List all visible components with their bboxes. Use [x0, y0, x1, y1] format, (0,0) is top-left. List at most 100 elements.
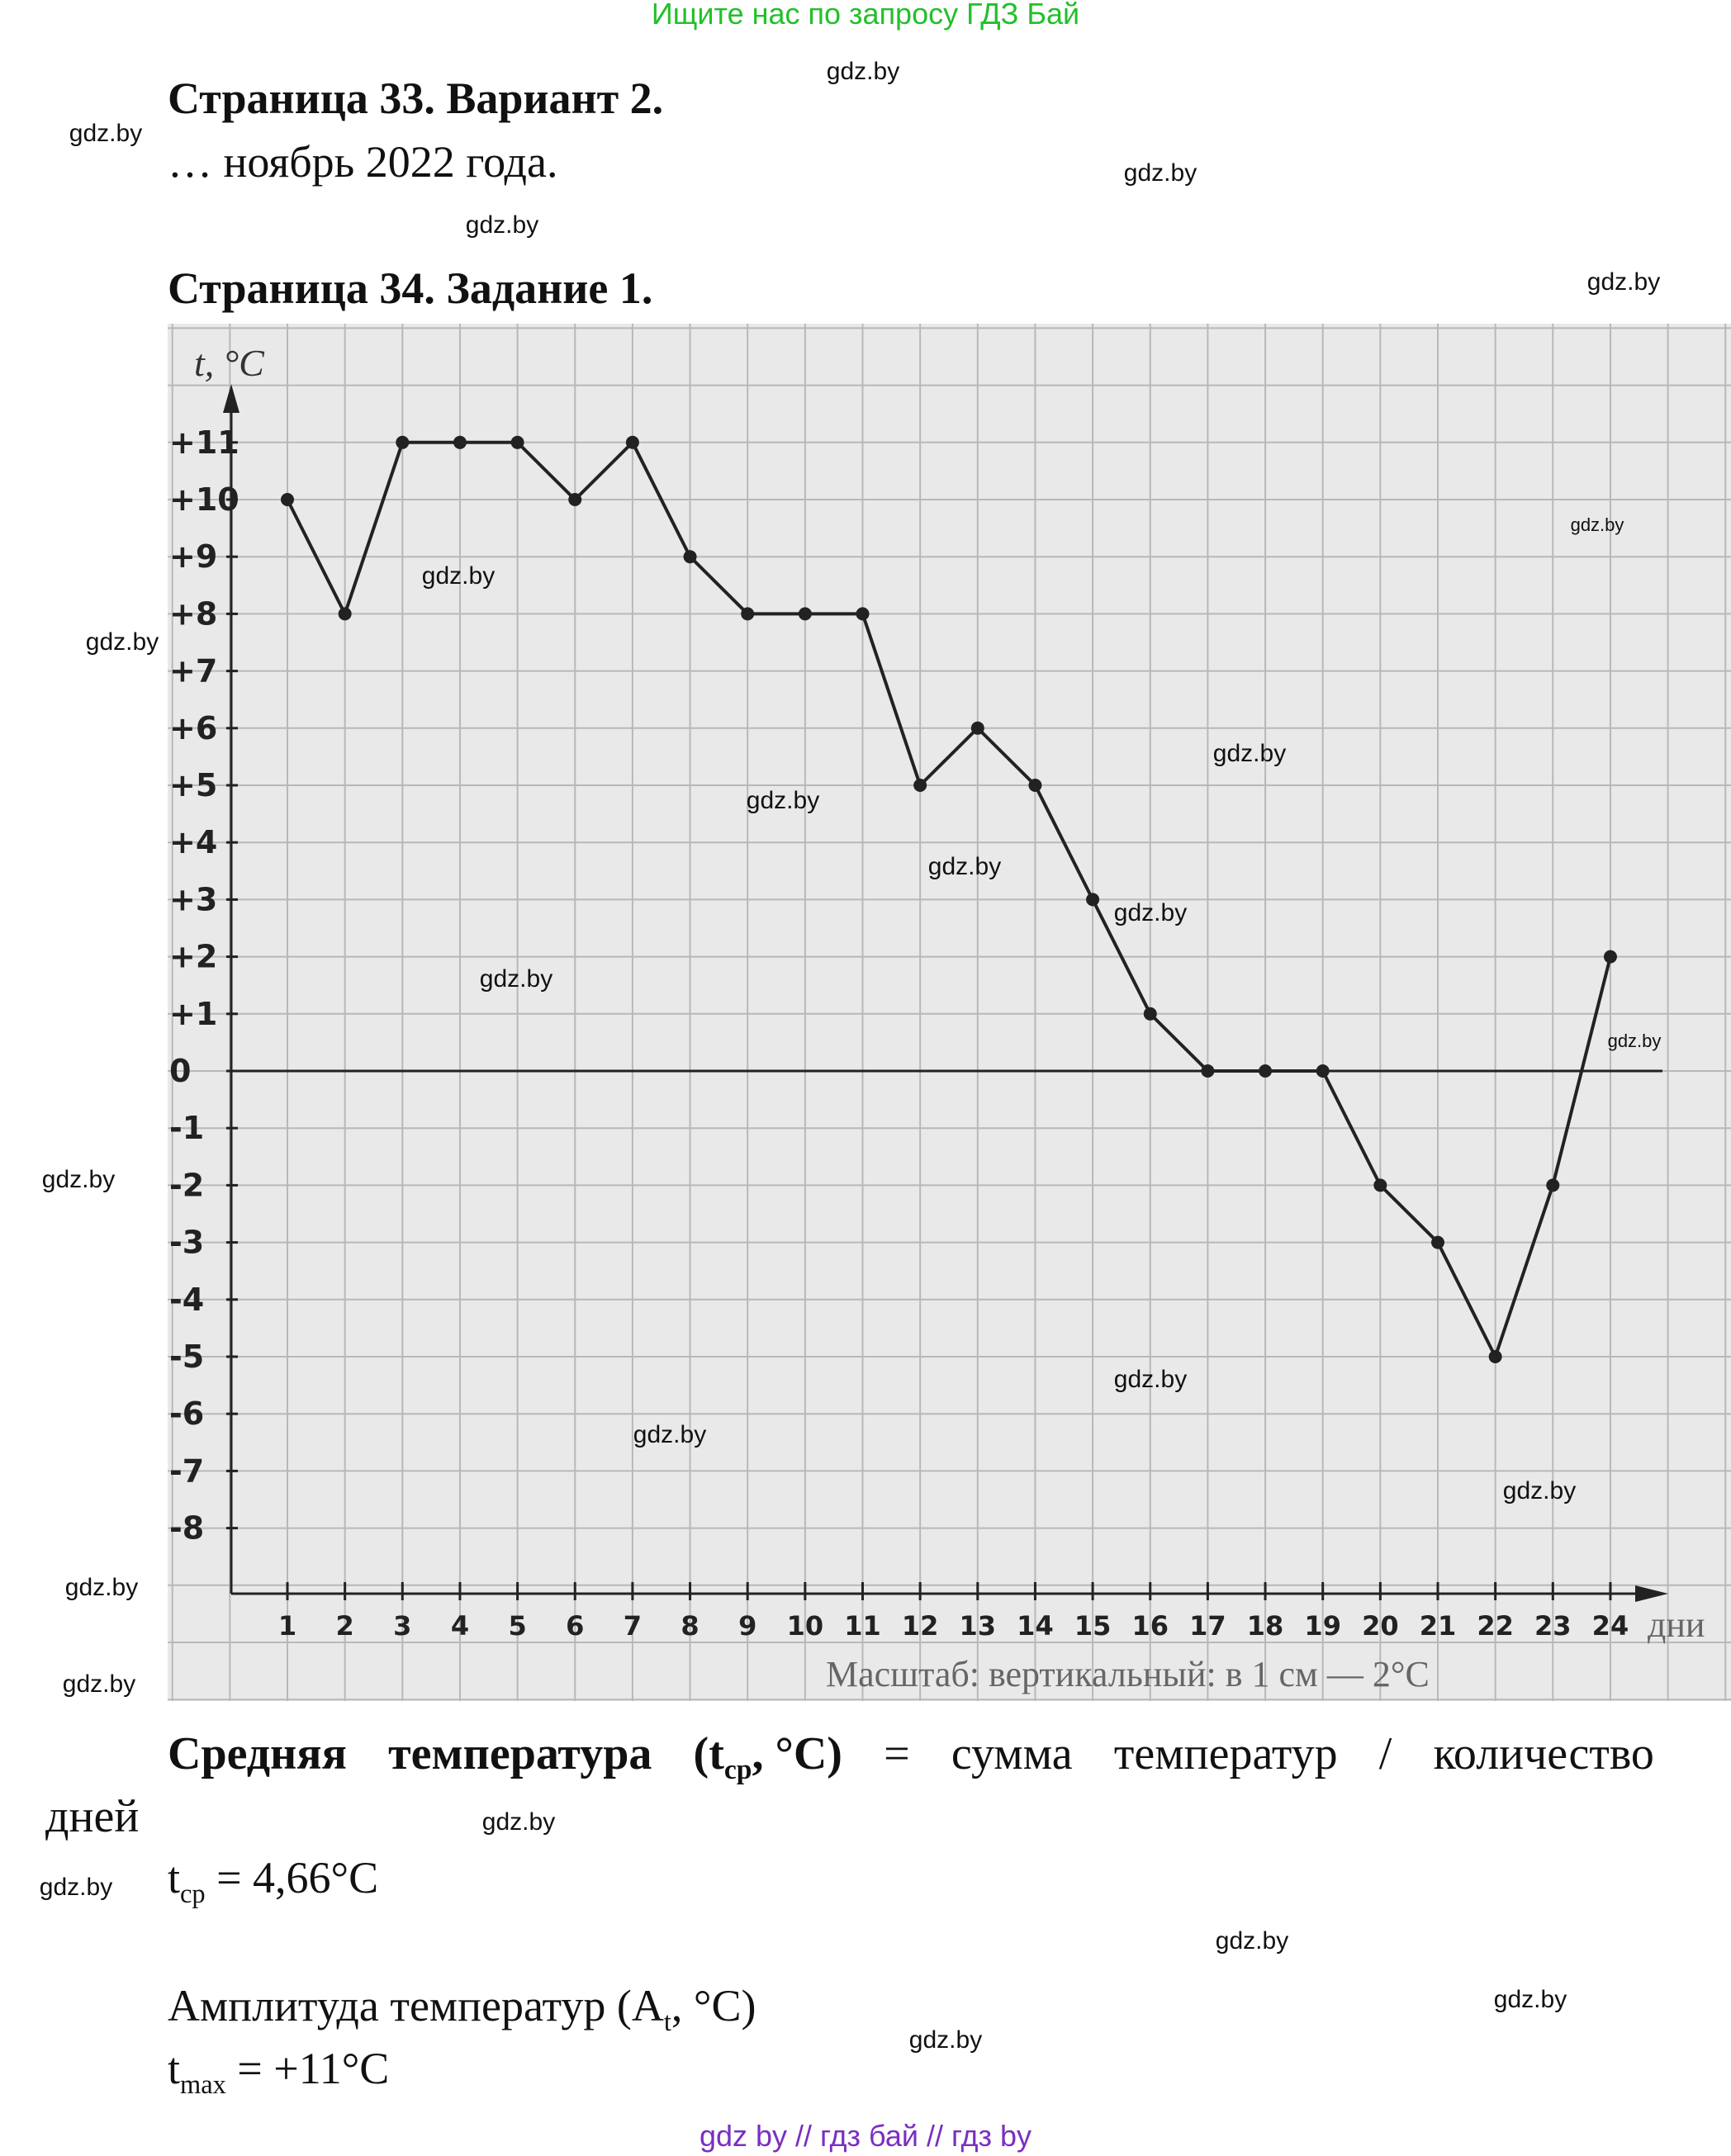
watermark: gdz.by [927, 853, 1002, 880]
x-tick-label: 3 [393, 1610, 411, 1642]
y-tick-label: -2 [169, 1167, 204, 1203]
y-tick-label: +4 [169, 824, 217, 860]
x-tick-label: 4 [451, 1610, 469, 1642]
formula-line: Средняя температура (tср, °C) = сумма те… [168, 1727, 1654, 1786]
footer-links[interactable]: gdz by // гдз бай // гдз by [699, 2119, 1032, 2153]
watermark: gdz.by [1607, 1031, 1662, 1051]
x-axis-arrow [1635, 1585, 1668, 1602]
watermark: gdz.by [481, 1808, 556, 1836]
y-tick-label: +10 [169, 481, 239, 518]
watermark: gdz.by [1123, 159, 1197, 187]
watermark: gdz.by [908, 2026, 983, 2054]
watermark: gdz.by [1586, 268, 1661, 296]
y-tick-label: +5 [169, 767, 217, 803]
watermark: gdz.by [1493, 1986, 1567, 2013]
watermark: gdz.by [1215, 1927, 1289, 1955]
x-tick-label: 11 [844, 1610, 881, 1642]
data-point [1201, 1064, 1215, 1078]
formula-bold-3: (tср, °C) [693, 1728, 842, 1786]
data-point [510, 435, 524, 449]
scale-note: Масштаб: вертикальный: в 1 см — 2°C [826, 1654, 1430, 1694]
x-axis-label: дни [1648, 1604, 1705, 1645]
x-tick-label: 20 [1362, 1610, 1399, 1642]
data-point [281, 493, 294, 506]
watermark: gdz.by [69, 120, 143, 147]
y-tick-label: -1 [169, 1110, 204, 1146]
x-tick-label: 15 [1074, 1610, 1112, 1642]
data-point [1259, 1064, 1273, 1078]
data-point [1028, 779, 1042, 792]
y-tick-label: +3 [169, 881, 217, 917]
temperature-line [286, 439, 1612, 1362]
temperature-chart: t, °C+11+10+9+8+7+6+5+4+3+2+10-1-2-3-4-5… [168, 324, 1731, 1701]
data-point [1373, 1178, 1387, 1192]
y-tick-label: +6 [169, 710, 217, 746]
watermark: gdz.by [39, 1874, 113, 1901]
data-point [856, 607, 870, 621]
data-point [396, 435, 410, 449]
x-tick-label: 10 [787, 1610, 824, 1642]
data-point [798, 607, 812, 621]
x-tick-label: 19 [1304, 1610, 1341, 1642]
x-tick-label: 2 [336, 1610, 354, 1642]
y-axis-label: t, °C [194, 342, 265, 384]
heading-page-33: Страница 33. Вариант 2. [168, 73, 664, 123]
data-point [625, 435, 639, 449]
watermark: gdz.by [1113, 1366, 1188, 1393]
watermark: gdz.by [479, 965, 553, 993]
x-tick-label: 5 [508, 1610, 526, 1642]
watermark: gdz.by [421, 562, 496, 590]
data-point [1431, 1235, 1444, 1249]
watermark: gdz.by [465, 211, 539, 239]
y-tick-label: +11 [169, 424, 239, 461]
formula-word: сумма [951, 1728, 1073, 1779]
data-point [568, 493, 582, 506]
y-tick-label: -3 [169, 1225, 204, 1261]
y-tick-label: +7 [169, 653, 217, 689]
x-tick-label: 22 [1477, 1610, 1514, 1642]
x-tick-label: 12 [902, 1610, 939, 1642]
x-tick-label: 21 [1420, 1610, 1457, 1642]
data-point [338, 607, 352, 621]
search-banner[interactable]: Ищите нас по запросу ГДЗ Бай [651, 0, 1080, 31]
formula-wrap: дней [45, 1791, 140, 1842]
x-tick-label: 14 [1017, 1610, 1054, 1642]
x-tick-label: 16 [1131, 1610, 1169, 1642]
y-tick-label: -4 [169, 1282, 204, 1318]
x-tick-label: 17 [1189, 1610, 1226, 1642]
watermark: gdz.by [1212, 740, 1287, 767]
y-tick-label: -6 [169, 1395, 204, 1432]
watermark: gdz.by [746, 787, 820, 814]
formula-word: / [1378, 1728, 1392, 1779]
watermark: gdz.by [826, 58, 900, 85]
x-tick-label: 13 [960, 1610, 997, 1642]
data-point [1488, 1350, 1502, 1363]
data-point [453, 435, 467, 449]
x-tick-label: 8 [681, 1610, 699, 1642]
y-tick-label: -8 [169, 1510, 204, 1547]
watermark: gdz.by [1502, 1477, 1577, 1504]
data-point [970, 721, 984, 735]
watermark: gdz.by [85, 628, 159, 656]
x-tick-label: 9 [738, 1610, 756, 1642]
data-point [913, 779, 927, 792]
y-tick-label: 0 [169, 1053, 191, 1089]
equals: = [884, 1728, 910, 1779]
data-point [741, 607, 755, 621]
average-temp: tср = 4,66°C [168, 1853, 379, 1909]
y-tick-label: +1 [169, 996, 217, 1032]
y-tick-label: +9 [169, 538, 217, 575]
watermark: gdz.by [633, 1421, 707, 1448]
watermark: gdz.by [41, 1166, 116, 1193]
formula-bold-2: температура [388, 1728, 652, 1779]
formula-word: температур [1113, 1728, 1338, 1779]
data-point [683, 550, 697, 564]
tmax-value: tmax = +11°C [168, 2044, 390, 2100]
x-tick-label: 7 [624, 1610, 642, 1642]
x-tick-label: 24 [1592, 1610, 1629, 1642]
x-tick-label: 6 [566, 1610, 584, 1642]
formula-bold: Средняя [168, 1728, 347, 1779]
amplitude-label: Амплитуда температур (At, °C) [168, 1981, 756, 2037]
data-point [1143, 1007, 1157, 1021]
y-tick-label: +2 [169, 939, 217, 975]
